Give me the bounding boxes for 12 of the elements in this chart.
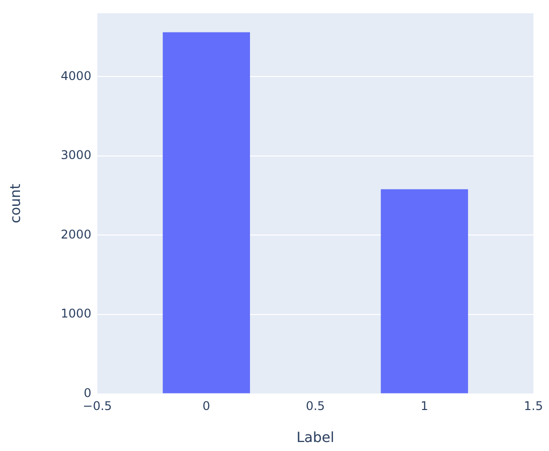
- x-tick-label: 1: [420, 399, 428, 414]
- x-tick-label: 1.5: [524, 399, 544, 414]
- x-tick-label: −0.5: [82, 399, 112, 414]
- x-tick-label: 0: [202, 399, 210, 414]
- y-tick-label: 2000: [60, 227, 92, 242]
- y-tick-label: 1000: [60, 306, 92, 321]
- y-axis-title: count: [8, 183, 24, 224]
- y-tick-label: 4000: [60, 68, 92, 83]
- x-axis-title: Label: [296, 430, 334, 446]
- y-tick-label: 0: [84, 386, 92, 400]
- y-tick-label: 3000: [60, 148, 92, 162]
- x-tick-label: 0.5: [306, 399, 325, 414]
